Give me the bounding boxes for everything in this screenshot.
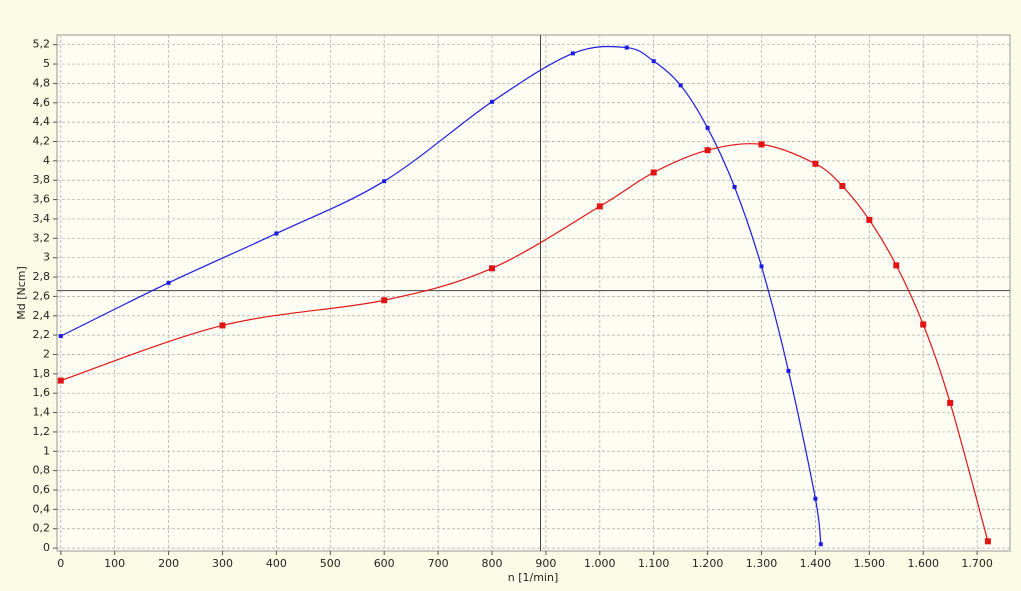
data-point (920, 321, 927, 328)
x-tick-label: 1.400 (800, 557, 832, 570)
x-tick-label: 900 (535, 557, 556, 570)
y-tick-label: 2 (43, 347, 50, 360)
y-tick-label: 4,8 (33, 76, 51, 89)
y-tick-label: 2,4 (33, 309, 51, 322)
data-point (58, 334, 63, 339)
series-line (60, 143, 989, 542)
data-point (570, 51, 575, 56)
x-tick-label: 500 (320, 557, 341, 570)
y-tick-label: 1,4 (33, 406, 51, 419)
y-tick-label: 0,2 (33, 522, 51, 535)
y-tick-label: 1,2 (33, 425, 51, 438)
y-tick-label: 1,8 (33, 367, 51, 380)
y-tick-label: 0,4 (33, 502, 51, 515)
y-tick-label: 3,8 (33, 173, 51, 186)
data-point (650, 169, 657, 176)
x-tick-label: 300 (212, 557, 233, 570)
y-tick-label: 5,2 (33, 38, 51, 51)
x-tick-label: 600 (374, 557, 395, 570)
data-point (984, 538, 991, 545)
y-tick-label: 2,8 (33, 270, 51, 283)
data-point (488, 265, 495, 272)
data-point (57, 377, 64, 384)
y-tick-label: 3,6 (33, 193, 51, 206)
data-point (866, 216, 873, 223)
data-point (813, 496, 818, 501)
y-axis-label: Md [Ncm] (15, 266, 28, 320)
y-tick-label: 4,2 (33, 134, 51, 147)
x-tick-label: 1.500 (854, 557, 886, 570)
x-tick-label: 800 (481, 557, 502, 570)
y-tick-label: 1 (43, 444, 50, 457)
y-tick-label: 0,8 (33, 464, 51, 477)
data-point (489, 99, 494, 104)
y-tick-label: 5 (43, 57, 50, 70)
x-tick-label: 700 (428, 557, 449, 570)
y-tick-label: 0 (43, 541, 50, 554)
data-point (624, 45, 629, 50)
data-point (759, 264, 764, 269)
data-point (947, 399, 954, 406)
x-tick-label: 1.100 (638, 557, 670, 570)
x-tick-label: 100 (104, 557, 125, 570)
data-point (219, 322, 226, 329)
x-axis-label: n [1/min] (508, 571, 559, 584)
y-tick-label: 2,2 (33, 328, 51, 341)
data-point (274, 231, 279, 236)
x-tick-label: 1.600 (907, 557, 939, 570)
y-tick-label: 3 (43, 251, 50, 264)
data-point (812, 160, 819, 167)
data-point (839, 183, 846, 190)
data-point (893, 262, 900, 269)
x-tick-label: 200 (158, 557, 179, 570)
x-tick-label: 1.300 (746, 557, 778, 570)
x-tick-label: 1.200 (692, 557, 724, 570)
plot-area (56, 34, 1011, 552)
y-tick-label: 0,6 (33, 483, 51, 496)
y-tick-label: 3,4 (33, 212, 51, 225)
data-point (651, 59, 656, 64)
data-point (704, 147, 711, 154)
y-tick-label: 3,2 (33, 231, 51, 244)
data-point (678, 83, 683, 88)
data-point (382, 179, 387, 184)
y-tick-label: 4,4 (33, 115, 51, 128)
x-tick-label: 1.700 (961, 557, 993, 570)
data-point (732, 184, 737, 189)
y-tick-label: 1,6 (33, 386, 51, 399)
series-line (60, 45, 822, 545)
y-tick-label: 4 (43, 154, 50, 167)
x-tick-label: 400 (266, 557, 287, 570)
data-point (381, 297, 388, 304)
data-point (166, 280, 171, 285)
data-point (596, 203, 603, 210)
data-point (818, 542, 823, 547)
data-point (786, 368, 791, 373)
y-tick-label: 2,6 (33, 289, 51, 302)
x-tick-label: 1.000 (584, 557, 616, 570)
data-point (758, 141, 765, 148)
y-tick-label: 4,6 (33, 96, 51, 109)
data-point (705, 125, 710, 130)
x-tick-label: 0 (57, 557, 64, 570)
